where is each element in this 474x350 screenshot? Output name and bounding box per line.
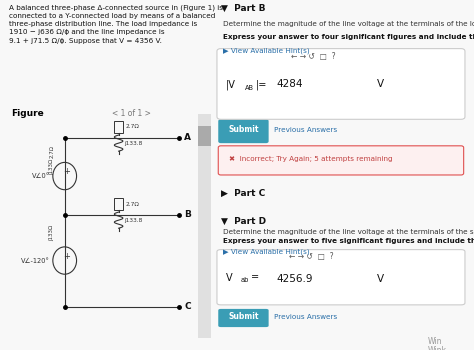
Text: Submit: Submit	[228, 125, 259, 134]
Text: ▼  Part B: ▼ Part B	[221, 4, 265, 13]
FancyBboxPatch shape	[217, 49, 465, 119]
FancyBboxPatch shape	[217, 250, 465, 305]
Bar	[199, 114, 211, 337]
Text: ▶ View Available Hint(s): ▶ View Available Hint(s)	[223, 48, 310, 54]
Bar	[373, 275, 458, 299]
FancyBboxPatch shape	[218, 119, 269, 143]
Text: 2.7Ω: 2.7Ω	[125, 202, 139, 206]
Text: j133Ω: j133Ω	[49, 159, 54, 175]
Text: 2.7Ω: 2.7Ω	[49, 145, 54, 158]
Text: A balanced three-phase Δ-connected source in (Figure 1) is
connected to a Y-conn: A balanced three-phase Δ-connected sourc…	[9, 4, 223, 43]
Text: ← → ↺  □  ?: ← → ↺ □ ?	[291, 51, 335, 61]
FancyBboxPatch shape	[260, 50, 284, 62]
Bar	[373, 80, 458, 111]
Text: ✖  Incorrect; Try Again; 5 attempts remaining: ✖ Incorrect; Try Again; 5 attempts remai…	[228, 156, 392, 162]
Bar	[114, 198, 123, 210]
Text: +: +	[64, 167, 70, 176]
Text: j133.8: j133.8	[124, 141, 142, 146]
Text: ▶ View Available Hint(s): ▶ View Available Hint(s)	[223, 249, 310, 256]
Text: Wink: Wink	[428, 346, 447, 350]
Text: AB: AB	[246, 85, 255, 91]
Text: B: B	[184, 210, 191, 219]
Text: AB: AB	[243, 254, 251, 259]
Text: V∠0°: V∠0°	[31, 173, 50, 179]
Text: ← → ↺  □  ?: ← → ↺ □ ?	[289, 252, 334, 261]
Bar	[273, 275, 371, 299]
Text: Submit: Submit	[228, 313, 259, 322]
FancyBboxPatch shape	[218, 309, 269, 327]
FancyBboxPatch shape	[235, 252, 260, 261]
Bar	[114, 121, 123, 133]
Text: V: V	[377, 274, 384, 284]
Text: j133Ω: j133Ω	[49, 224, 54, 241]
Text: AB: AB	[243, 54, 251, 58]
FancyBboxPatch shape	[260, 252, 284, 261]
Text: Determine the magnitude of the line voltage at the terminals of the load.: Determine the magnitude of the line volt…	[223, 21, 474, 27]
Text: ab: ab	[240, 276, 248, 282]
Text: ▶  Part C: ▶ Part C	[221, 189, 265, 198]
Text: V: V	[226, 273, 233, 282]
Text: |V: |V	[226, 79, 236, 90]
Text: Win: Win	[428, 337, 442, 345]
Bar	[273, 80, 371, 111]
FancyBboxPatch shape	[218, 146, 464, 175]
Text: µA: µA	[268, 54, 276, 58]
Text: Determine the magnitude of the line voltage at the terminals of the source.: Determine the magnitude of the line volt…	[223, 229, 474, 235]
Text: |=: |=	[255, 79, 267, 90]
Text: C: C	[184, 302, 191, 311]
Text: ▼  Part D: ▼ Part D	[221, 217, 266, 226]
Text: 4284: 4284	[276, 79, 303, 89]
Text: Express your answer to four significant figures and include the appropriate unit: Express your answer to four significant …	[223, 34, 474, 40]
Text: Previous Answers: Previous Answers	[274, 314, 337, 320]
Bar	[199, 126, 211, 146]
Text: A: A	[184, 133, 191, 142]
Text: 4256.9: 4256.9	[276, 274, 313, 284]
Text: < 1 of 1 >: < 1 of 1 >	[112, 109, 151, 118]
FancyBboxPatch shape	[235, 50, 260, 62]
Text: 2.7Ω: 2.7Ω	[125, 125, 139, 130]
Text: =: =	[251, 273, 259, 282]
Text: Previous Answers: Previous Answers	[274, 127, 337, 133]
Text: V: V	[377, 79, 384, 89]
Text: j133.8: j133.8	[124, 218, 142, 223]
Text: Express your answer to five significant figures and include the appropriate unit: Express your answer to five significant …	[223, 238, 474, 244]
Text: Figure: Figure	[11, 109, 44, 118]
Text: µA: µA	[268, 254, 276, 259]
Text: V∠-120°: V∠-120°	[21, 258, 50, 264]
Text: +: +	[64, 252, 70, 260]
